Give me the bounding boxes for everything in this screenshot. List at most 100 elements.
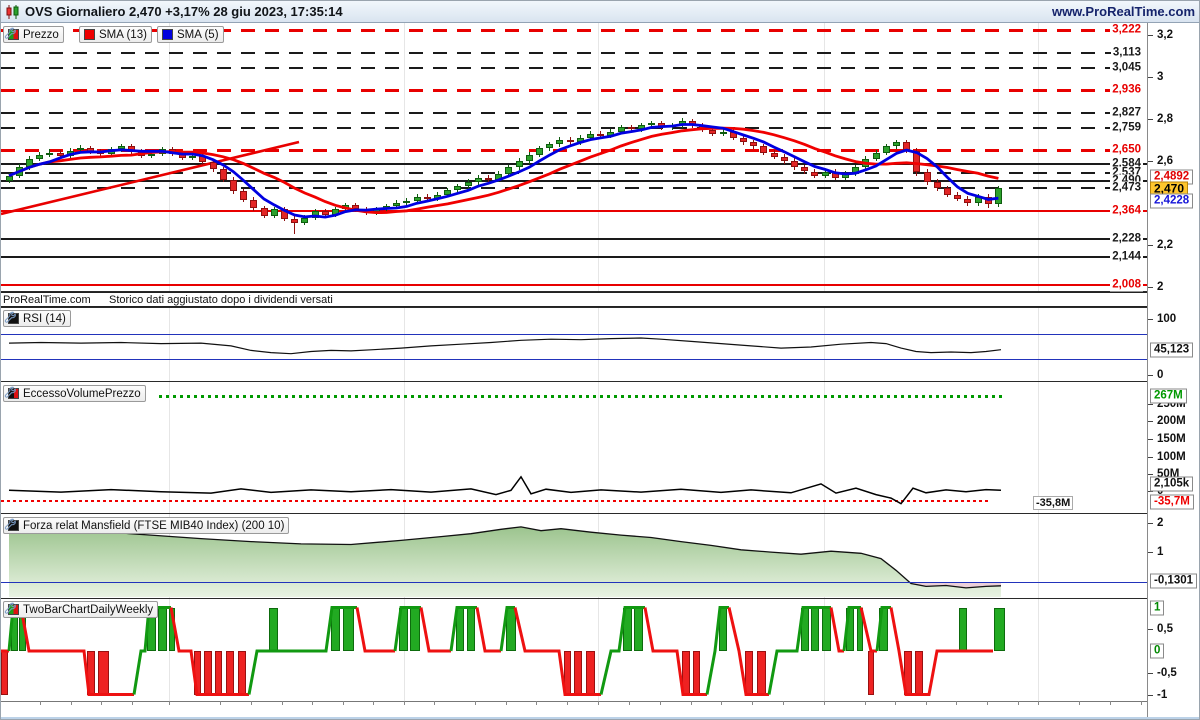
axis-tick bbox=[1148, 119, 1153, 120]
candle bbox=[158, 149, 166, 154]
wrench-icon[interactable] bbox=[4, 27, 16, 39]
candle bbox=[760, 146, 768, 153]
legend-color-swatch bbox=[162, 29, 173, 40]
candle bbox=[178, 153, 186, 158]
twobar-red-bar bbox=[915, 651, 923, 695]
axis-tick-label: 2,2 bbox=[1157, 239, 1173, 251]
xaxis-tick bbox=[282, 701, 283, 705]
prorealtime-link[interactable]: www.ProRealTime.com bbox=[1051, 4, 1195, 19]
twobar-red-bar bbox=[226, 651, 234, 695]
price-level-label: 2,473 bbox=[1110, 181, 1143, 195]
price-axis-strip[interactable]: 3,232,82,62,221000250M200M150M100M50M021… bbox=[1147, 23, 1199, 719]
candle bbox=[413, 196, 421, 201]
legend-chip-eccessovolume[interactable]: EccessoVolumePrezzo bbox=[3, 385, 146, 402]
xaxis-tick bbox=[567, 701, 568, 705]
candle bbox=[862, 158, 870, 168]
legend-chip-rsi[interactable]: RSI (14) bbox=[3, 310, 71, 327]
twobar-red-bar bbox=[693, 651, 700, 695]
axis-tick bbox=[1148, 77, 1153, 78]
panel-separator bbox=[1, 307, 1147, 308]
candle bbox=[546, 144, 554, 149]
legend-label: TwoBarChartDailyWeekly bbox=[23, 603, 154, 616]
price-level-line bbox=[1, 52, 1147, 54]
twobar-green-bar bbox=[811, 607, 819, 651]
wrench-icon[interactable] bbox=[4, 311, 16, 323]
xaxis-tick bbox=[71, 701, 72, 705]
legend-color-swatch bbox=[8, 313, 19, 324]
wrench-icon[interactable] bbox=[4, 386, 16, 398]
candle bbox=[291, 218, 299, 223]
xaxis-tick bbox=[783, 701, 784, 705]
candle bbox=[15, 167, 23, 176]
xaxis-tick bbox=[691, 701, 692, 705]
candle bbox=[576, 137, 584, 143]
axis-tick-label: 0 bbox=[1157, 369, 1164, 381]
candle bbox=[699, 125, 707, 130]
candle bbox=[637, 125, 645, 130]
candle bbox=[811, 171, 819, 176]
axis-value-badge: 0 bbox=[1150, 643, 1165, 659]
candle bbox=[117, 146, 125, 150]
sma13-line bbox=[8, 126, 999, 215]
twobar-green-bar bbox=[801, 607, 809, 651]
axis-tick bbox=[1148, 695, 1153, 696]
legend-color-swatch bbox=[84, 29, 95, 40]
xaxis-tick bbox=[629, 701, 630, 705]
storico-left[interactable]: ProRealTime.com bbox=[3, 294, 91, 306]
xaxis-tick bbox=[373, 701, 374, 705]
candle bbox=[943, 188, 951, 195]
legend-chip-twobar[interactable]: TwoBarChartDailyWeekly bbox=[3, 601, 159, 618]
legend-chip-prezzo[interactable]: Prezzo bbox=[3, 26, 64, 43]
price-level-label: 2,936 bbox=[1110, 83, 1143, 97]
panel-separator bbox=[1, 513, 1147, 514]
legend-color-swatch bbox=[8, 388, 19, 399]
instrument-title: OVS Giornaliero 2,470 +3,17% 28 giu 2023… bbox=[25, 4, 343, 19]
xaxis-tick bbox=[1110, 701, 1111, 705]
candle bbox=[729, 131, 737, 138]
axis-tick bbox=[1148, 552, 1153, 553]
candle bbox=[260, 208, 268, 216]
candle bbox=[974, 196, 982, 203]
xaxis-tick bbox=[824, 701, 825, 705]
twobar-red-bar bbox=[98, 651, 109, 695]
twobar-green-bar bbox=[506, 607, 516, 651]
chart-plot-area[interactable]: 3,222 3,113 3,045 2,936 2,827 2,759 2,650 2,584… bbox=[1, 23, 1147, 719]
candle bbox=[46, 152, 54, 155]
wrench-icon[interactable] bbox=[4, 602, 16, 614]
legend-chip-sma5[interactable]: SMA (5) bbox=[157, 26, 224, 43]
axis-tick-label: 2 bbox=[1157, 281, 1164, 293]
legend-label: EccessoVolumePrezzo bbox=[23, 387, 141, 400]
xaxis-tick bbox=[895, 701, 896, 705]
legend-chip-sma13[interactable]: SMA (13) bbox=[79, 26, 152, 43]
axis-tick bbox=[1148, 673, 1153, 674]
xaxis-tick bbox=[865, 701, 866, 705]
xaxis-tick bbox=[956, 701, 957, 705]
volume-float-label: -35,8M bbox=[1033, 496, 1074, 510]
axis-tick-label: 0,5 bbox=[1157, 623, 1173, 635]
candle bbox=[270, 209, 278, 216]
candle bbox=[403, 200, 411, 203]
rsi-level-line bbox=[1, 334, 1147, 335]
legend-chip-mansfield[interactable]: Forza relat Mansfield (FTSE MIB40 Index)… bbox=[3, 517, 290, 534]
twobar-red-bar bbox=[238, 651, 246, 695]
axis-tick bbox=[1148, 35, 1153, 36]
axis-tick-label: 3,2 bbox=[1157, 29, 1173, 41]
xaxis-tick bbox=[101, 701, 102, 705]
candle bbox=[148, 153, 156, 156]
panel-separator bbox=[1, 381, 1147, 382]
axis-value-badge: 267M bbox=[1150, 388, 1187, 404]
price-level-line bbox=[1, 187, 1147, 189]
axis-tick bbox=[1148, 474, 1153, 475]
month-gridline bbox=[824, 23, 825, 701]
twobar-green-bar bbox=[994, 607, 1005, 651]
twobar-red-bar bbox=[682, 651, 690, 695]
wrench-icon[interactable] bbox=[4, 518, 16, 530]
candle bbox=[892, 142, 900, 147]
candle bbox=[454, 186, 462, 191]
panel-separator bbox=[1, 291, 1147, 292]
twobar-step-line bbox=[475, 607, 501, 653]
sma5-line bbox=[8, 123, 999, 219]
legend-label: Prezzo bbox=[23, 28, 59, 41]
price-level-line bbox=[1, 209, 1147, 213]
